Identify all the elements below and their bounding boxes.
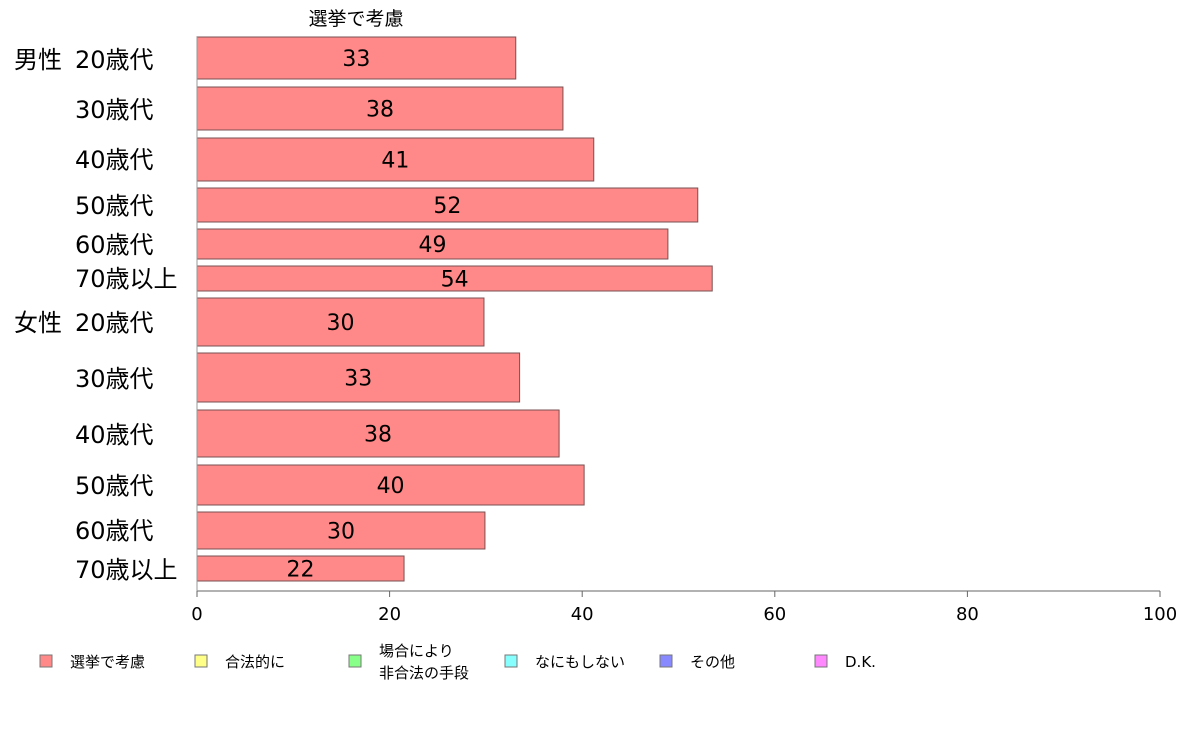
x-tick-label: 20: [378, 604, 401, 625]
bar-value-label: 22: [287, 558, 315, 583]
legend-label: 場合により: [379, 642, 454, 660]
category-label: 60歳代: [75, 231, 154, 259]
bar: [196, 86, 564, 131]
bar: [196, 36, 517, 80]
category-label: 30歳代: [75, 96, 154, 124]
x-axis: 0 20 40 60 80 100: [191, 37, 1177, 625]
category-label: 30歳代: [75, 365, 154, 393]
bar-value-label: 54: [441, 268, 469, 293]
category-label: 40歳代: [75, 146, 154, 174]
legend-label: 選挙で考慮: [70, 653, 145, 671]
legend-swatch: [659, 654, 673, 668]
x-tick-label: 40: [571, 604, 594, 625]
category-label: 20歳代: [75, 309, 154, 337]
legend-label: その他: [690, 653, 735, 671]
x-tick-label: 60: [763, 604, 786, 625]
category-label: 20歳代: [75, 46, 154, 74]
legend-swatch: [504, 654, 518, 668]
chart-title: 選挙で考慮: [308, 8, 403, 30]
category-label: 40歳代: [75, 421, 154, 449]
bar: [196, 137, 595, 182]
category-label: 70歳以上: [75, 265, 178, 293]
legend-swatch: [348, 654, 362, 668]
bar-value-label: 40: [377, 474, 405, 499]
bar: [196, 511, 486, 550]
group-label: 女性: [14, 309, 62, 337]
bar: [196, 228, 669, 260]
bar-value-label: 30: [327, 520, 355, 545]
legend-label: 合法的に: [225, 653, 285, 671]
bar: [196, 555, 405, 582]
legend-swatch: [814, 654, 828, 668]
bar: [196, 297, 485, 347]
category-label: 50歳代: [75, 192, 154, 220]
x-tick-label: 0: [191, 604, 202, 625]
category-labels-layer: 20歳代 30歳代 40歳代 50歳代 60歳代 70歳以上 20歳代 30歳代 40歳代 50歳…: [14, 46, 178, 584]
bar-value-label: 49: [418, 233, 446, 258]
category-label: 60歳代: [75, 517, 154, 545]
bar-value-label: 41: [381, 149, 409, 174]
bar-value-label: 33: [342, 47, 370, 72]
bar-value-label: 52: [433, 194, 461, 219]
legend-swatch: [39, 654, 53, 668]
legend-swatch: [194, 654, 208, 668]
bar-value-label: 38: [366, 98, 394, 123]
legend-label: D.K.: [845, 653, 876, 671]
bar-value-label: 33: [344, 367, 372, 392]
bar-value-label: 30: [326, 311, 354, 336]
x-tick-label: 100: [1143, 604, 1177, 625]
legend-label: なにもしない: [535, 653, 625, 671]
x-tick-label: 80: [956, 604, 979, 625]
bars-layer: 33 38 41 52 49 54 30 33 38 40 30 22: [196, 36, 713, 583]
legend-label: 非合法の手段: [379, 664, 469, 682]
group-label: 男性: [14, 46, 62, 74]
bar: [196, 464, 585, 506]
bar-value-label: 38: [364, 423, 392, 448]
category-label: 70歳以上: [75, 556, 178, 584]
bar: [196, 187, 699, 223]
category-label: 50歳代: [75, 472, 154, 500]
